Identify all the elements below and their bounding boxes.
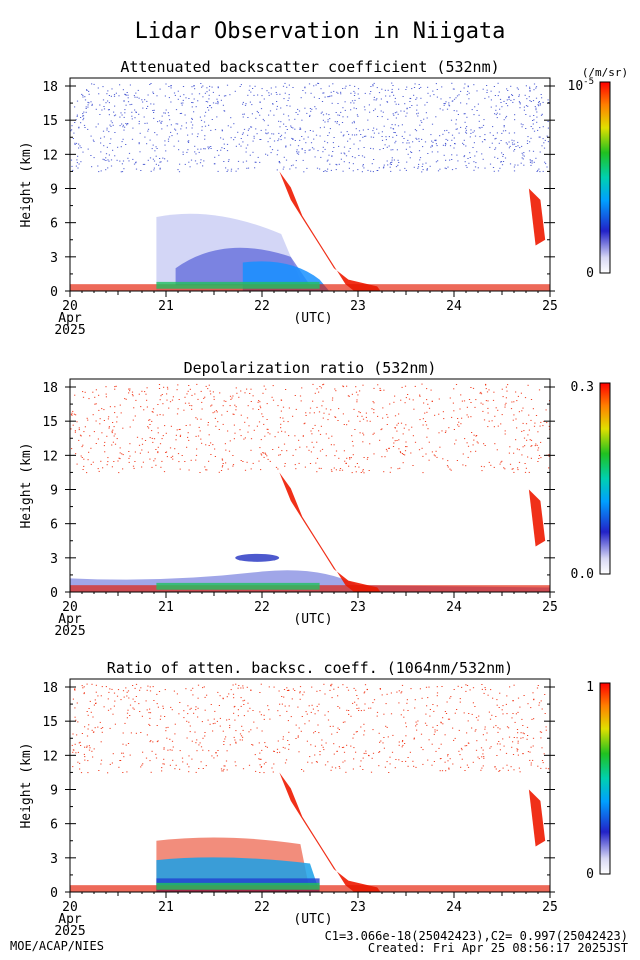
y-tick-label: 15 [42,114,58,129]
x-month-label: Apr [58,912,82,927]
x-tick-label: 21 [158,900,174,915]
plot-area [70,679,550,892]
x-axis-label: (UTC) [293,311,332,326]
x-tick-label: 25 [542,600,558,615]
footer-org: MOE/ACAP/NIES [10,939,104,953]
y-tick-label: 6 [50,818,58,833]
y-tick-label: 18 [42,80,58,95]
plot-area [70,78,550,291]
colorbar-min-label: 0.0 [571,567,594,582]
x-tick-label: 20 [62,600,78,615]
y-axis-label: Height (km) [19,141,34,227]
x-tick-label: 23 [350,299,366,314]
y-tick-label: 9 [50,484,58,499]
y-tick-label: 3 [50,852,58,867]
x-year-label: 2025 [54,624,85,639]
x-month-label: Apr [58,612,82,627]
panel-title: Depolarization ratio (532nm) [184,359,437,377]
y-tick-label: 15 [42,715,58,730]
x-axis-label: (UTC) [293,612,332,627]
panel-1: Attenuated backscatter coefficient (532n… [19,58,628,338]
x-tick-label: 21 [158,600,174,615]
colorbar [599,382,611,575]
footer-calibration: C1=3.066e-18(25042423),C2= 0.997(2504242… [325,929,628,943]
x-tick-label: 22 [254,299,270,314]
x-tick-label: 21 [158,299,174,314]
panel-title: Ratio of atten. backsc. coeff. (1064nm/5… [107,659,513,677]
x-month-label: Apr [58,311,82,326]
y-tick-label: 6 [50,518,58,533]
colorbar-min-label: 0 [586,266,594,281]
panel-2: Depolarization ratio (532nm) 0 3 6 9 12 15 18 He… [19,359,611,639]
y-tick-label: 0 [50,886,58,901]
colorbar-max-label: 1 [586,680,594,695]
figure-title: Lidar Observation in Niigata [135,19,506,44]
x-tick-label: 20 [62,900,78,915]
y-tick-label: 6 [50,217,58,232]
y-tick-label: 12 [42,749,58,764]
y-tick-label: 0 [50,285,58,300]
x-tick-label: 23 [350,600,366,615]
x-tick-label: 23 [350,900,366,915]
colorbar-unit: (/m/sr) [582,66,628,79]
colorbar [599,81,611,274]
x-tick-label: 20 [62,299,78,314]
plot-area [70,379,550,592]
y-axis-label: Height (km) [19,442,34,528]
panel-title: Attenuated backscatter coefficient (532n… [120,58,499,76]
x-tick-label: 24 [446,900,462,915]
colorbar-max-label: 0.3 [571,380,594,395]
x-year-label: 2025 [54,323,85,338]
y-tick-label: 9 [50,183,58,198]
data-field [70,82,550,291]
y-tick-label: 12 [42,148,58,163]
x-tick-label: 24 [446,600,462,615]
x-tick-label: 25 [542,900,558,915]
x-year-label: 2025 [54,924,85,939]
data-field [70,683,550,892]
footer-created: Created: Fri Apr 25 08:56:17 2025JST [368,941,628,955]
x-tick-label: 22 [254,900,270,915]
y-tick-label: 9 [50,784,58,799]
data-field [70,383,550,592]
x-tick-label: 25 [542,299,558,314]
x-tick-label: 22 [254,600,270,615]
y-tick-label: 12 [42,449,58,464]
colorbar-max-label: 10-5 [568,77,595,94]
y-tick-label: 15 [42,415,58,430]
y-tick-label: 18 [42,681,58,696]
colorbar-min-label: 0 [586,867,594,882]
y-tick-label: 3 [50,251,58,266]
x-axis-label: (UTC) [293,912,332,927]
colorbar [599,682,611,875]
y-tick-label: 3 [50,552,58,567]
panel-3: Ratio of atten. backsc. coeff. (1064nm/5… [19,659,611,939]
y-tick-label: 18 [42,381,58,396]
y-tick-label: 0 [50,586,58,601]
y-axis-label: Height (km) [19,742,34,828]
x-tick-label: 24 [446,299,462,314]
